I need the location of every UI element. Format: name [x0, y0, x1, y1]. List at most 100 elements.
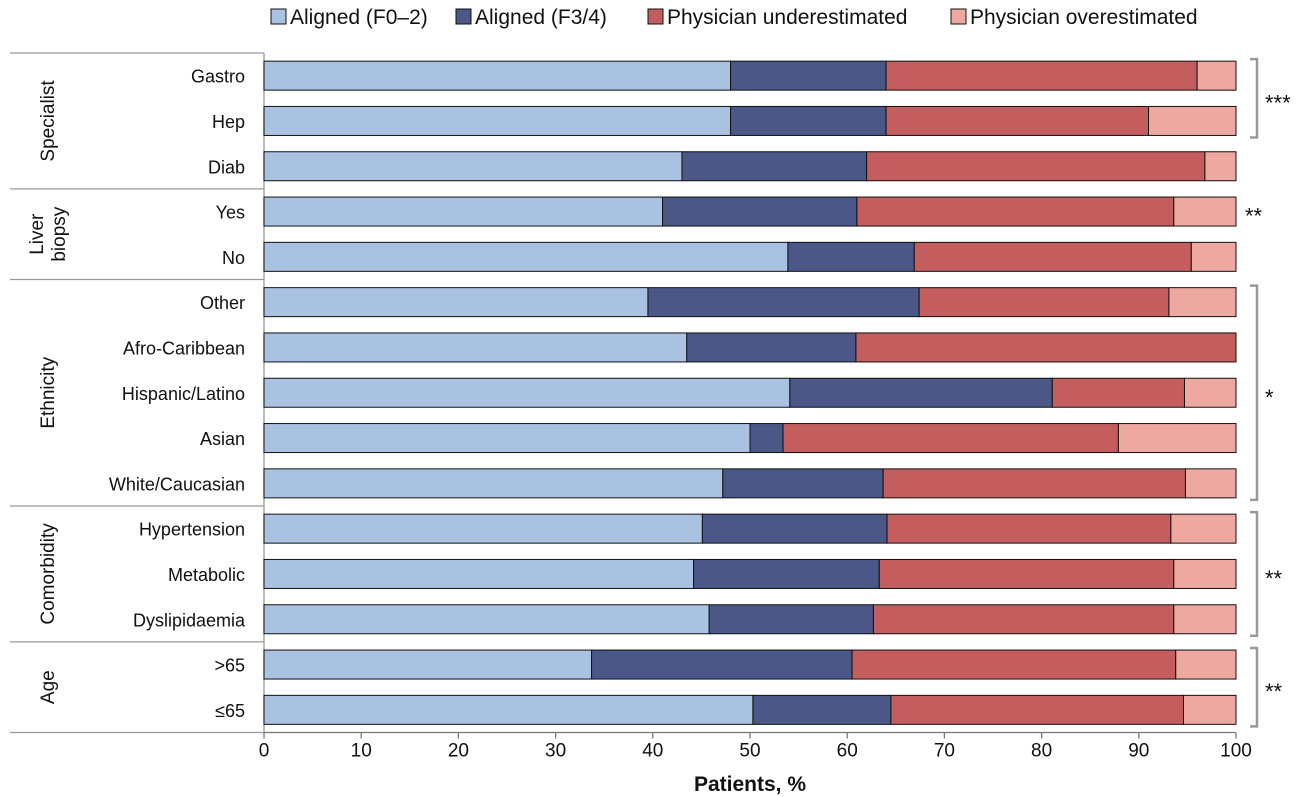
bar-segment-diab-aligned-f0-2: [263, 151, 683, 182]
x-axis-title: Patients, %: [694, 773, 806, 796]
bar-segment-65-physician-overestimated: [1183, 694, 1237, 725]
bar-segment-yes-aligned-f3-4: [662, 196, 858, 227]
row-labels: Gastro Hep Diab Yes No Other Afro-Caribbean His…: [109, 67, 246, 721]
row-label-other: Other: [200, 293, 245, 313]
legend-label-aligned-f0-2: Aligned (F0–2): [290, 6, 428, 29]
significance-ethnicity: *: [1265, 385, 1274, 410]
bar-segment-65-physician-overestimated: [1175, 649, 1237, 680]
bar-segment-other-physician-overestimated: [1168, 287, 1237, 318]
row-label-hep: Hep: [212, 112, 245, 132]
bar-segment-gastro-physician-underestimated: [885, 60, 1198, 91]
bar-segment-65-aligned-f0-2: [263, 694, 754, 725]
bar-segment-dyslipidaemia-aligned-f3-4: [708, 604, 874, 635]
x-tick-label-20: 20: [448, 741, 469, 762]
x-tick-label-60: 60: [837, 741, 858, 762]
significance-bracket-comorbidity: [1250, 510, 1259, 637]
legend-swatch-aligned-f3-4: [455, 8, 472, 25]
bar-segment-afro-caribbean-physician-underestimated: [855, 332, 1237, 363]
bar-segment-65-aligned-f0-2: [263, 649, 593, 680]
bar-segment-other-aligned-f0-2: [263, 287, 649, 318]
significance-bracket-ethnicity: [1250, 284, 1259, 502]
bar-segment-hep-aligned-f3-4: [730, 105, 887, 136]
significance-age: **: [1265, 679, 1283, 704]
bar-segment-hypertension-physician-underestimated: [886, 513, 1172, 544]
group-label-liver-biopsy: Liverbiopsy: [27, 206, 70, 261]
bar-segment-asian-physician-overestimated: [1117, 423, 1237, 454]
bar-segment-hypertension-physician-overestimated: [1170, 513, 1237, 544]
bar-segment-white-caucasian-aligned-f3-4: [722, 468, 884, 499]
x-tick-label-10: 10: [351, 741, 372, 762]
bar-segment-asian-physician-underestimated: [782, 423, 1119, 454]
group-label-line: Specialist: [38, 80, 59, 162]
bar-segment-65-physician-underestimated: [851, 649, 1177, 680]
x-tick-label-30: 30: [545, 741, 566, 762]
bar-segment-yes-physician-overestimated: [1173, 196, 1237, 227]
bar-segment-hispanic-latino-physician-underestimated: [1051, 377, 1185, 408]
row-label-yes: Yes: [216, 203, 245, 223]
bar-segment-65-aligned-f3-4: [752, 694, 892, 725]
bar-segment-65-aligned-f3-4: [591, 649, 853, 680]
row-label-white-caucasian: White/Caucasian: [109, 474, 245, 494]
row-label-metabolic: Metabolic: [168, 565, 245, 585]
row-label-no: No: [222, 248, 245, 268]
bar-segment-yes-aligned-f0-2: [263, 196, 664, 227]
row-label-asian: Asian: [200, 429, 245, 449]
significance-liver-biopsy: **: [1245, 204, 1263, 229]
significance-bracket-age: [1250, 646, 1259, 728]
bar-segment-afro-caribbean-aligned-f3-4: [686, 332, 857, 363]
significance-markers: **********: [1245, 57, 1291, 728]
legend-label-aligned-f3-4: Aligned (F3/4): [475, 6, 607, 29]
row-label-65: ≤65: [215, 701, 245, 721]
bar-segment-hep-physician-overestimated: [1148, 105, 1237, 136]
bar-segment-no-physician-underestimated: [913, 241, 1192, 272]
bar-segment-metabolic-physician-overestimated: [1173, 558, 1237, 589]
x-tick-label-0: 0: [259, 741, 270, 762]
bar-segment-other-physician-underestimated: [918, 287, 1170, 318]
bar-segment-hispanic-latino-aligned-f3-4: [789, 377, 1053, 408]
bar-segment-white-caucasian-physician-overestimated: [1184, 468, 1237, 499]
group-label-comorbidity: Comorbidity: [38, 523, 59, 625]
x-tick-label-90: 90: [1128, 741, 1149, 762]
row-label-gastro: Gastro: [191, 67, 245, 87]
x-tick-label-50: 50: [739, 741, 760, 762]
bar-segment-no-physician-overestimated: [1190, 241, 1237, 272]
legend-swatch-physician-overestimated: [950, 8, 967, 25]
bar-segment-metabolic-aligned-f0-2: [263, 558, 695, 589]
bar-segment-asian-aligned-f3-4: [749, 423, 784, 454]
bar-segment-dyslipidaemia-physician-underestimated: [872, 604, 1175, 635]
bar-segment-dyslipidaemia-physician-overestimated: [1173, 604, 1237, 635]
bar-segment-hispanic-latino-physician-overestimated: [1183, 377, 1237, 408]
bar-segment-white-caucasian-physician-underestimated: [882, 468, 1186, 499]
significance-comorbidity: **: [1265, 566, 1283, 591]
legend-swatch-physician-underestimated: [647, 8, 664, 25]
bar-segment-dyslipidaemia-aligned-f0-2: [263, 604, 710, 635]
group-labels: Specialist Liverbiopsy Ethnicity Comorbidit…: [27, 80, 70, 705]
bar-segment-metabolic-aligned-f3-4: [693, 558, 880, 589]
bar-segment-hep-aligned-f0-2: [263, 105, 732, 136]
bar-segment-hep-physician-underestimated: [885, 105, 1150, 136]
row-label-65: >65: [214, 656, 245, 676]
bar-segment-gastro-aligned-f3-4: [730, 60, 887, 91]
bar-segment-diab-aligned-f3-4: [681, 151, 868, 182]
group-label-age: Age: [38, 670, 59, 704]
bar-segment-diab-physician-underestimated: [866, 151, 1206, 182]
group-label-line: Comorbidity: [38, 523, 59, 625]
bar-segment-no-aligned-f0-2: [263, 241, 789, 272]
x-tick-label-100: 100: [1220, 741, 1252, 762]
row-label-diab: Diab: [208, 157, 245, 177]
bar-segment-gastro-aligned-f0-2: [263, 60, 732, 91]
significance-specialist: ***: [1265, 90, 1291, 115]
x-axis: 0 10 20 30 40 50 60 70 80 90 100: [259, 731, 1252, 762]
group-label-line: Liver: [27, 213, 48, 255]
group-label-line: Age: [38, 670, 59, 704]
group-label-line: Ethnicity: [38, 356, 59, 428]
bar-segment-metabolic-physician-underestimated: [878, 558, 1175, 589]
group-label-specialist: Specialist: [38, 80, 59, 162]
legend-swatch-aligned-f0-2: [270, 8, 287, 25]
bar-segment-hispanic-latino-aligned-f0-2: [263, 377, 791, 408]
bar-segment-yes-physician-underestimated: [856, 196, 1175, 227]
x-tick-label-40: 40: [642, 741, 663, 762]
bar-segment-white-caucasian-aligned-f0-2: [263, 468, 724, 499]
bars: [263, 60, 1237, 725]
